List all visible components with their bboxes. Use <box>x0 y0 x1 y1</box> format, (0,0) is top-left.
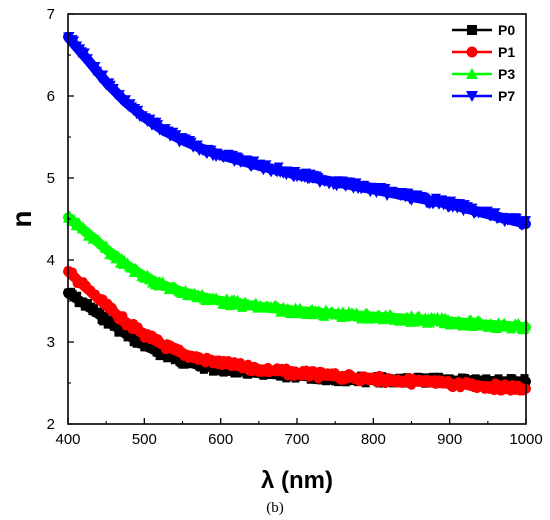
y-tick-label: 2 <box>47 416 55 433</box>
x-tick-label: 600 <box>208 431 233 448</box>
data-point-P7 <box>490 208 501 218</box>
data-point-P7 <box>108 84 119 94</box>
data-point-P0 <box>96 307 105 316</box>
series-P3 <box>63 210 531 335</box>
x-tick-label: 700 <box>284 431 309 448</box>
y-tick-label: 5 <box>47 170 55 187</box>
series-P1 <box>63 265 531 396</box>
legend-marker-P0 <box>467 25 477 35</box>
data-point-P7 <box>92 66 103 76</box>
y-axis-label: n <box>6 210 37 227</box>
data-point-P0 <box>73 291 82 300</box>
data-point-P0 <box>219 368 228 377</box>
data-point-P0 <box>199 365 208 374</box>
data-point-P7 <box>233 153 244 163</box>
data-point-P7 <box>467 203 478 213</box>
series-P7 <box>63 31 531 231</box>
data-point-P7 <box>69 36 80 46</box>
x-tick-label: 500 <box>132 431 157 448</box>
legend-label: P3 <box>498 66 515 82</box>
x-tick-label: 900 <box>437 431 462 448</box>
x-tick-label: 800 <box>361 431 386 448</box>
data-point-P7 <box>153 120 164 130</box>
data-point-P0 <box>89 304 98 313</box>
y-tick-label: 4 <box>47 252 55 269</box>
legend-marker-P7 <box>466 91 478 102</box>
data-point-P7 <box>90 62 101 72</box>
data-point-P0 <box>482 374 491 383</box>
legend-item-P1: P1 <box>452 44 515 60</box>
data-point-P0 <box>173 353 182 362</box>
data-point-P0 <box>520 374 529 383</box>
x-tick-label: 1000 <box>509 431 542 448</box>
data-point-P7 <box>114 90 125 100</box>
legend-item-P3: P3 <box>452 66 515 82</box>
legend-marker-P1 <box>466 46 478 58</box>
legend-label: P7 <box>498 88 515 104</box>
y-tick-label: 6 <box>47 88 55 105</box>
x-tick-label: 400 <box>55 431 80 448</box>
data-point-P3 <box>424 318 435 328</box>
data-point-P7 <box>420 193 431 203</box>
data-point-P7 <box>79 48 90 58</box>
legend-item-P0: P0 <box>452 22 515 38</box>
data-point-P3 <box>519 324 530 334</box>
data-point-P0 <box>233 369 242 378</box>
data-point-P0 <box>79 297 88 306</box>
series-line-P7 <box>63 32 531 229</box>
legend-item-P7: P7 <box>452 88 515 104</box>
x-axis-label: λ (nm) <box>261 467 333 494</box>
plot-frame <box>67 13 527 425</box>
y-tick-label: 7 <box>47 6 55 23</box>
legend-label: P1 <box>498 44 515 60</box>
data-point-P7 <box>82 54 93 64</box>
data-point-P3 <box>362 308 373 318</box>
data-point-P7 <box>133 105 144 115</box>
data-point-P3 <box>197 288 208 298</box>
figure-caption: (b) <box>266 500 284 516</box>
ticks-layer: 400 500 600 700 800 900 1000 2 3 4 5 6 7 <box>47 6 543 448</box>
legend-label: P0 <box>498 22 515 38</box>
data-point-P7 <box>98 70 109 80</box>
legend-marker-P3 <box>466 68 478 79</box>
legend: P0 P1 P3 P7 <box>452 22 515 104</box>
data-point-P0 <box>112 321 121 330</box>
data-point-P1 <box>118 311 128 321</box>
series-layer <box>63 31 531 396</box>
y-tick-label: 3 <box>47 334 55 351</box>
